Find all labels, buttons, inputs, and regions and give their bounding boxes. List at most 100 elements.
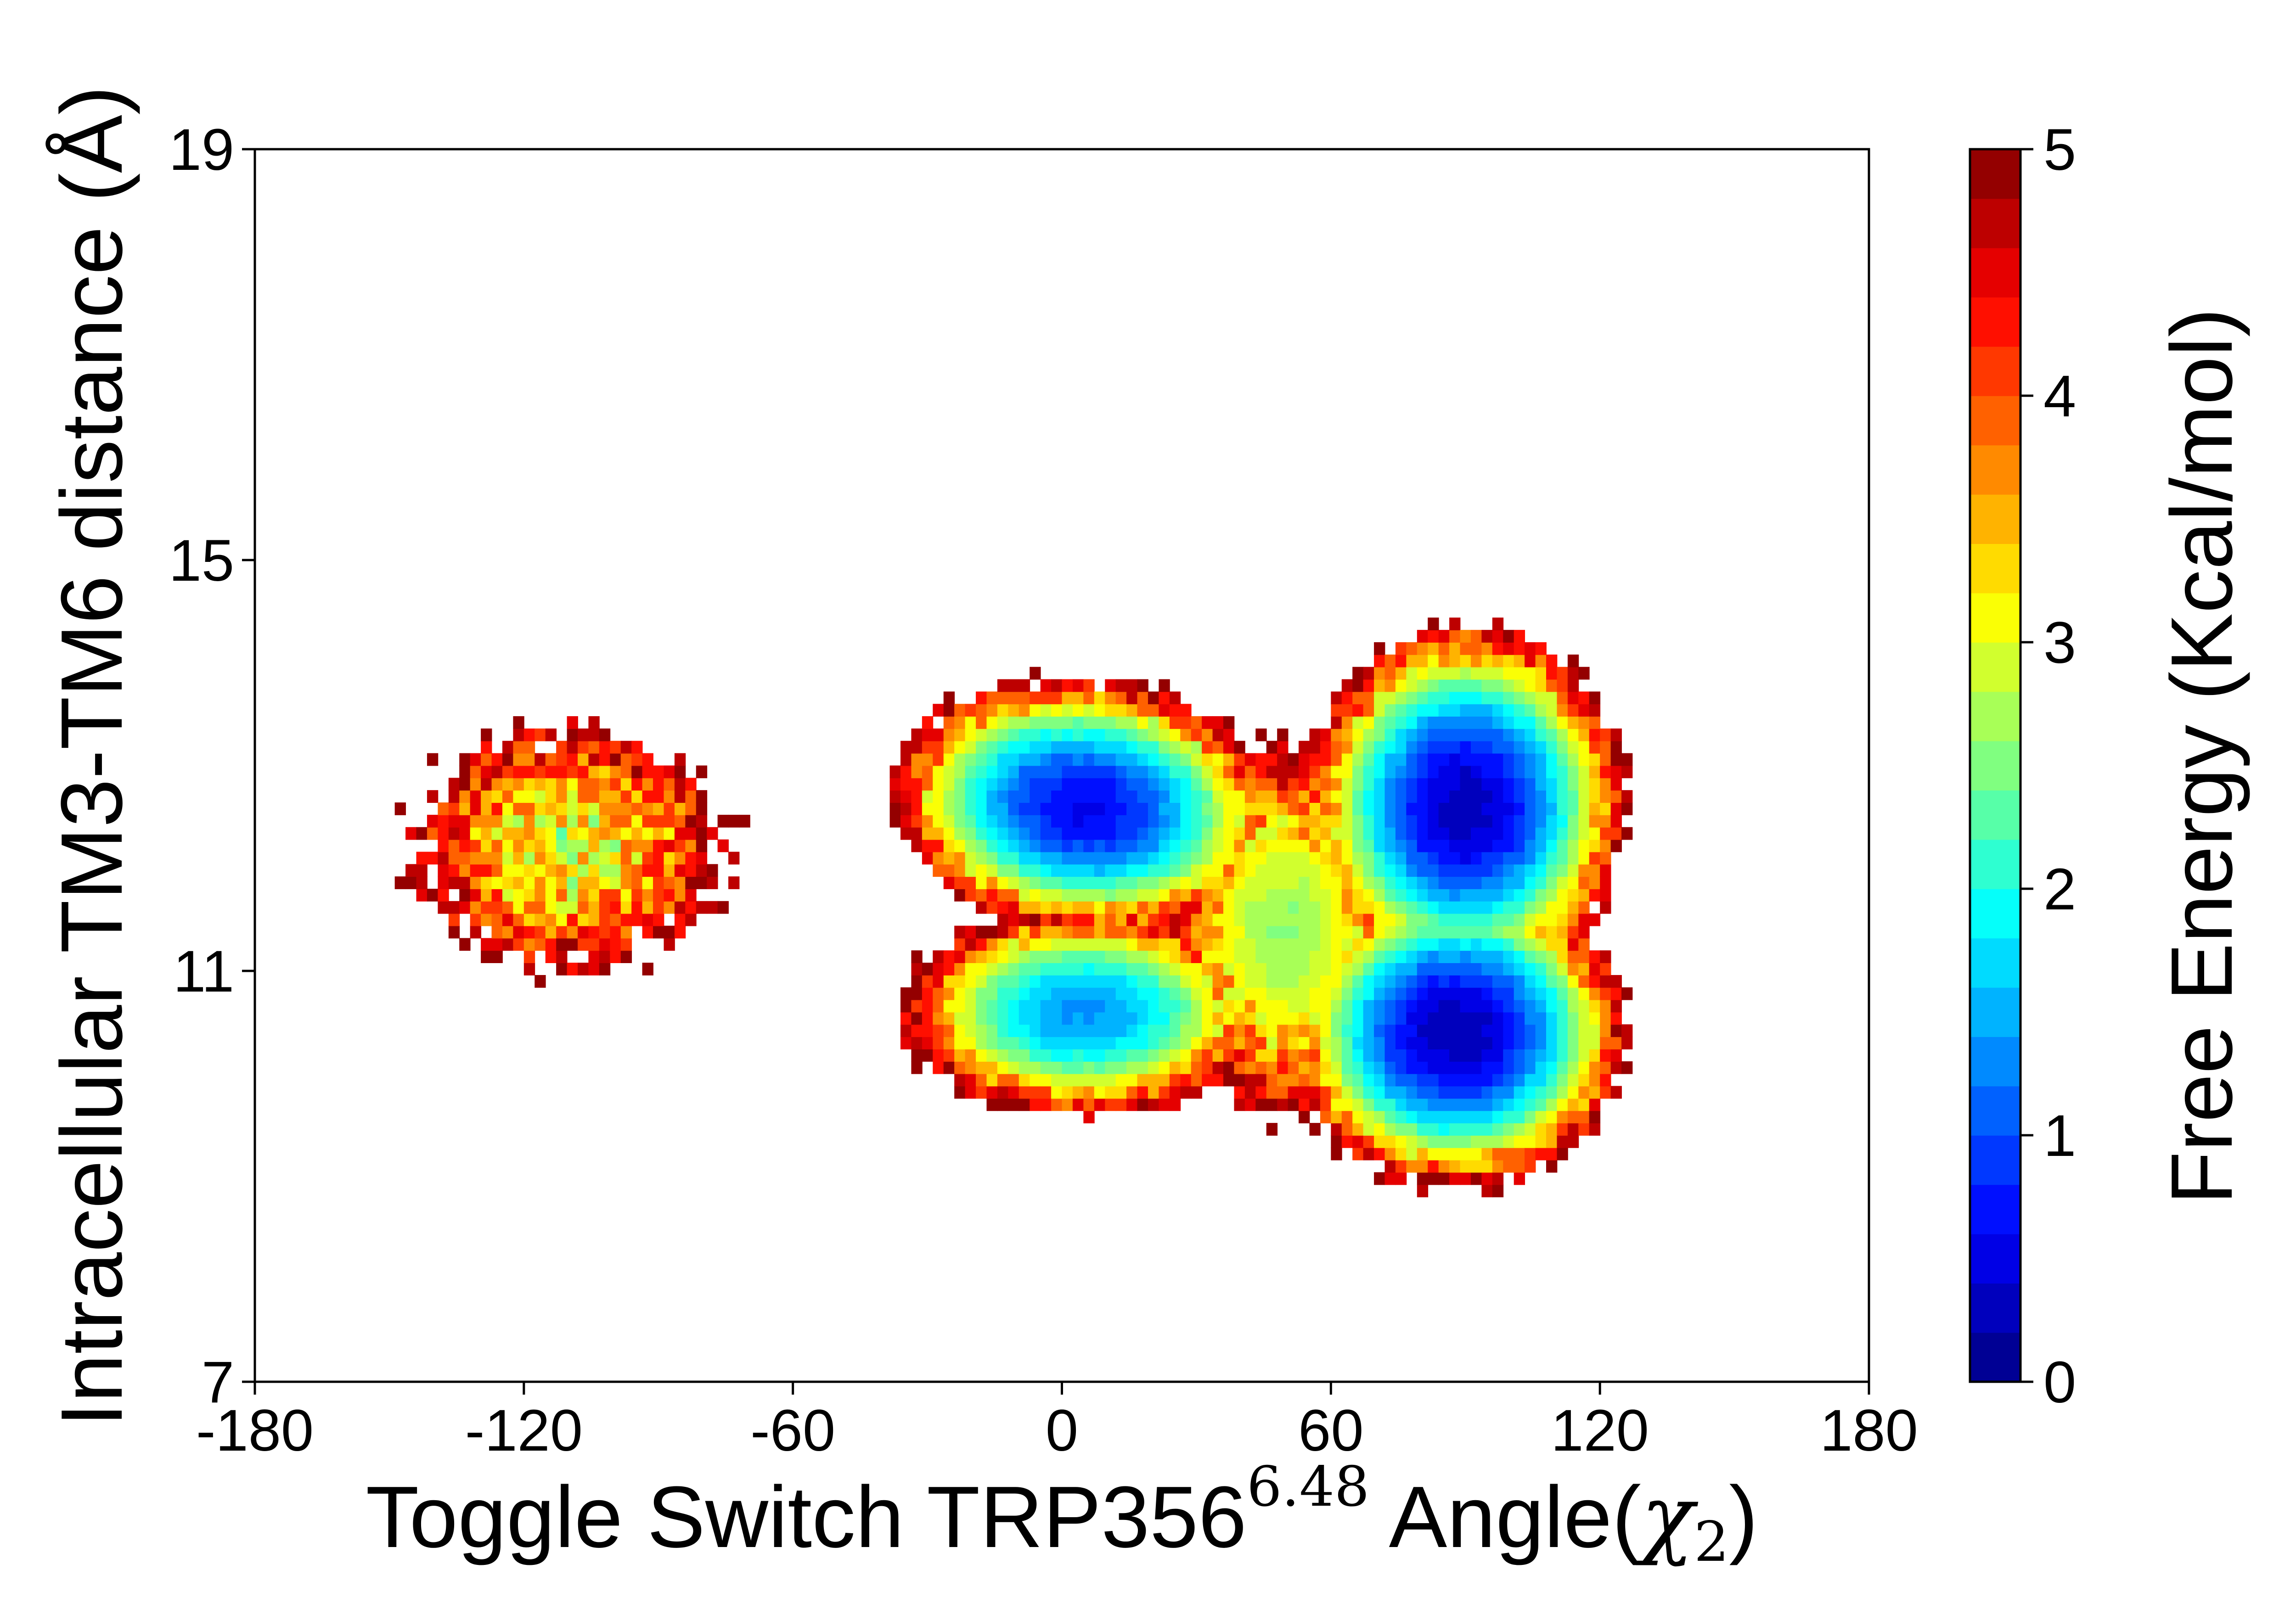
- energy-cell: [1503, 852, 1514, 865]
- energy-cell: [1169, 839, 1181, 852]
- energy-cell: [1191, 814, 1203, 828]
- energy-cell: [1299, 1037, 1310, 1049]
- energy-cell: [1610, 839, 1622, 852]
- energy-cell: [943, 852, 955, 865]
- energy-cell: [1288, 753, 1299, 766]
- energy-cell: [1169, 716, 1181, 729]
- energy-cell: [1470, 1037, 1482, 1049]
- energy-cell: [1363, 839, 1374, 852]
- energy-cell: [448, 790, 460, 803]
- x-axis-title-symbol: χ: [1636, 1466, 1699, 1568]
- energy-cell: [1030, 1012, 1041, 1025]
- energy-cell: [1341, 876, 1353, 889]
- energy-cell: [1525, 1147, 1536, 1160]
- energy-cell: [943, 691, 955, 705]
- energy-cell: [954, 987, 966, 1000]
- energy-cell: [696, 852, 708, 865]
- colorbar-segment: [1970, 297, 2020, 347]
- energy-cell: [1341, 913, 1353, 926]
- energy-cell: [1169, 1061, 1181, 1074]
- energy-cell: [1374, 642, 1385, 655]
- energy-cell: [1223, 864, 1235, 877]
- energy-cell: [1083, 1024, 1095, 1037]
- energy-cell: [1040, 814, 1052, 828]
- energy-cell: [1137, 999, 1148, 1013]
- energy-cell: [1072, 1073, 1084, 1087]
- energy-cell: [1223, 778, 1235, 791]
- energy-cell: [943, 987, 955, 1000]
- energy-cell: [1525, 716, 1536, 729]
- energy-cell: [1438, 950, 1450, 963]
- energy-cell: [1266, 1098, 1278, 1111]
- energy-cell: [523, 728, 535, 741]
- energy-cell: [1126, 1061, 1138, 1074]
- energy-cell: [1040, 691, 1052, 705]
- energy-cell: [1288, 1012, 1299, 1025]
- energy-cell: [1309, 839, 1321, 852]
- energy-cell: [1030, 827, 1041, 840]
- y-tick-label: 7: [202, 1350, 234, 1415]
- energy-cell: [642, 778, 653, 791]
- energy-cell: [1159, 1024, 1170, 1037]
- energy-cell: [1481, 987, 1493, 1000]
- energy-cell: [1384, 1135, 1396, 1148]
- energy-cell: [631, 765, 643, 779]
- energy-cell: [1255, 975, 1267, 988]
- energy-cell: [578, 876, 589, 889]
- energy-cell: [1277, 1073, 1289, 1087]
- energy-cell: [1212, 839, 1224, 852]
- energy-cell: [1320, 1061, 1332, 1074]
- energy-cell: [1600, 963, 1611, 975]
- energy-cell: [513, 938, 524, 951]
- energy-cell: [1019, 889, 1030, 902]
- energy-cell: [1492, 1110, 1504, 1124]
- energy-cell: [1352, 778, 1364, 791]
- energy-cell: [685, 852, 697, 865]
- energy-cell: [523, 740, 535, 754]
- energy-cell: [1148, 1061, 1159, 1074]
- energy-cell: [1546, 654, 1558, 667]
- energy-cell: [1331, 1024, 1342, 1037]
- energy-cell: [1460, 839, 1471, 852]
- energy-cell: [1169, 704, 1181, 717]
- energy-cell: [922, 790, 934, 803]
- energy-cell: [1535, 679, 1547, 692]
- energy-cell: [1460, 901, 1471, 914]
- energy-cell: [997, 753, 1009, 766]
- energy-cell: [1105, 728, 1116, 741]
- energy-cell: [1406, 814, 1418, 828]
- energy-cell: [1546, 1123, 1558, 1136]
- energy-cell: [933, 864, 944, 877]
- energy-cell: [1610, 1086, 1622, 1099]
- energy-cell: [1234, 1061, 1245, 1074]
- energy-cell: [943, 975, 955, 988]
- energy-cell: [986, 1024, 998, 1037]
- energy-cell: [1105, 901, 1116, 914]
- energy-cell: [911, 975, 923, 988]
- energy-cell: [976, 963, 987, 975]
- colorbar-title: Free Energy (Kcal/mol): [2153, 308, 2251, 1205]
- energy-cell: [1126, 1037, 1138, 1049]
- energy-cell: [1148, 753, 1159, 766]
- energy-cell: [1610, 999, 1622, 1013]
- energy-cell: [1589, 1123, 1601, 1136]
- energy-cell: [1083, 901, 1095, 914]
- energy-cell: [1503, 765, 1514, 779]
- energy-cell: [997, 679, 1009, 692]
- energy-cell: [1126, 765, 1138, 779]
- energy-cell: [1600, 1061, 1611, 1074]
- energy-cell: [1008, 704, 1019, 717]
- energy-cell: [1223, 999, 1235, 1013]
- energy-cell: [696, 864, 708, 877]
- energy-cell: [1288, 987, 1299, 1000]
- energy-cell: [1105, 753, 1116, 766]
- energy-cell: [1115, 827, 1127, 840]
- energy-cell: [1352, 1061, 1364, 1074]
- energy-cell: [954, 1037, 966, 1049]
- energy-cell: [1589, 1073, 1601, 1087]
- energy-cell: [1051, 1086, 1063, 1099]
- energy-cell: [1578, 827, 1590, 840]
- energy-cell: [599, 963, 611, 975]
- energy-cell: [1191, 728, 1203, 741]
- energy-cell: [1169, 1086, 1181, 1099]
